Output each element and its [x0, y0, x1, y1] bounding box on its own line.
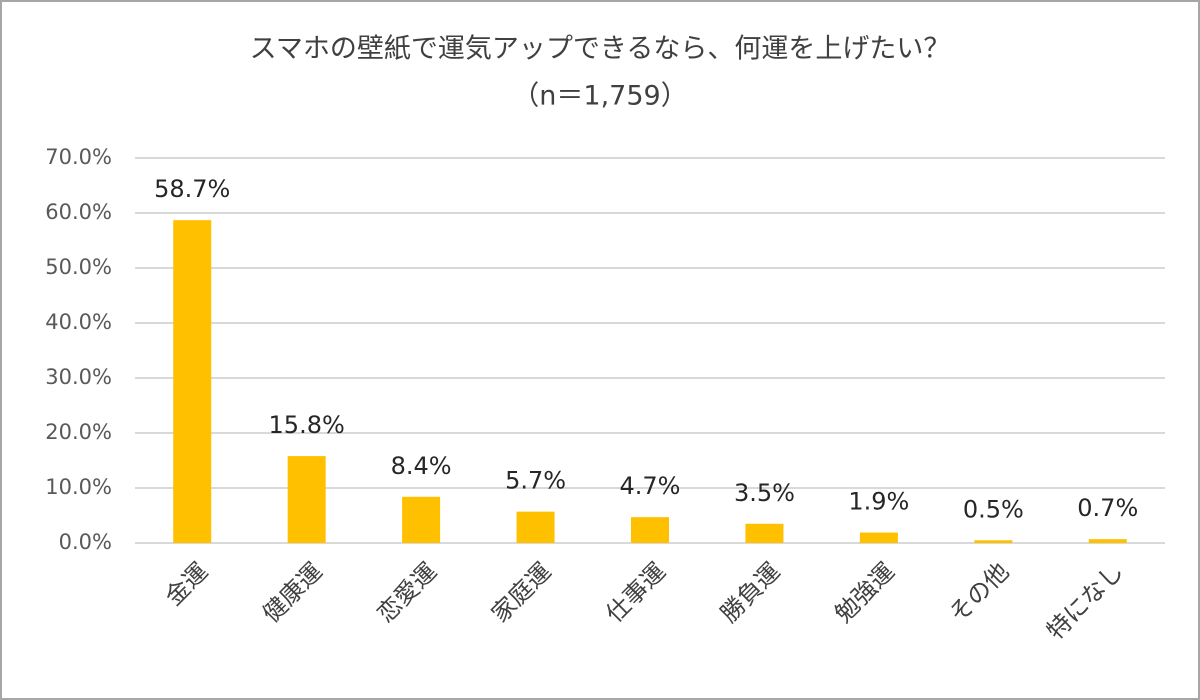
- value-label: 5.7%: [505, 467, 566, 495]
- value-label: 4.7%: [620, 472, 681, 500]
- value-label: 3.5%: [734, 479, 795, 507]
- y-tick-label: 50.0%: [45, 255, 112, 279]
- bar: [402, 496, 441, 543]
- value-label: 15.8%: [269, 411, 345, 439]
- bar: [173, 220, 212, 543]
- chart-title: スマホの壁紙で運気アップできるなら、何運を上げたい？: [250, 34, 951, 65]
- y-tick-label: 40.0%: [45, 310, 112, 334]
- value-label: 1.9%: [848, 488, 909, 516]
- bar: [287, 456, 326, 543]
- y-tick-label: 30.0%: [45, 365, 112, 389]
- chart-subtitle: （n＝1,759）: [512, 81, 687, 112]
- y-tick-label: 70.0%: [45, 145, 112, 169]
- bar: [631, 517, 669, 543]
- value-label: 58.7%: [154, 175, 230, 203]
- value-label: 0.7%: [1077, 494, 1138, 522]
- y-tick-label: 60.0%: [45, 200, 112, 224]
- bar: [516, 511, 555, 543]
- bar: [974, 540, 1013, 543]
- y-tick-label: 0.0%: [59, 530, 112, 554]
- bar: [745, 523, 784, 543]
- y-tick-label: 20.0%: [45, 420, 112, 444]
- value-label: 8.4%: [391, 452, 452, 480]
- value-label: 0.5%: [963, 495, 1024, 523]
- bar: [859, 532, 898, 543]
- bar: [1088, 539, 1127, 543]
- y-tick-label: 10.0%: [45, 475, 112, 499]
